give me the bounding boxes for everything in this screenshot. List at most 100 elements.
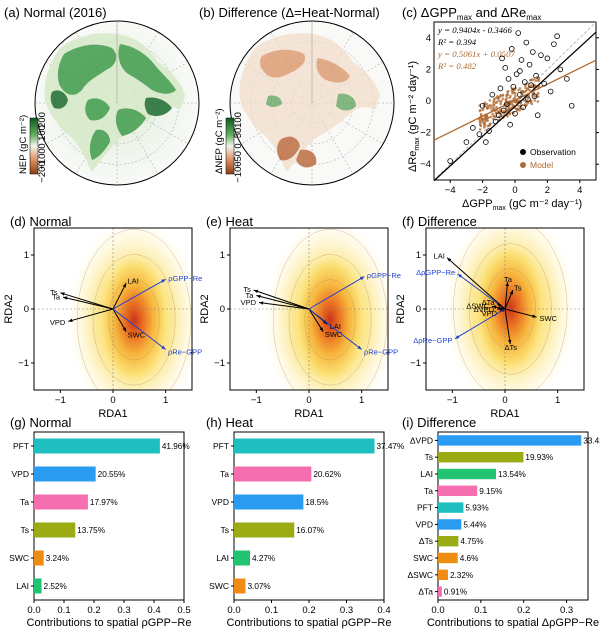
model-point	[491, 112, 494, 116]
bar	[438, 502, 464, 513]
vector-label: SWC	[128, 330, 146, 339]
observation-point	[530, 49, 536, 55]
bar	[438, 535, 459, 547]
y-axis-label: RDA2	[199, 294, 211, 323]
model-point	[495, 105, 498, 109]
panel-g-bars: 41.96% PFT 20.55% VPD 17.97% Ta 13.75% Ts 3.24% S…	[9, 431, 191, 629]
vector-arrowhead	[161, 279, 166, 283]
observation-point	[470, 125, 476, 131]
panel-h-title: (h) Heat	[206, 415, 253, 430]
observation-point	[517, 68, 523, 74]
model-point	[486, 124, 489, 128]
panel-d-title: (d) Normal	[10, 214, 72, 229]
vector-arrowhead	[359, 276, 365, 281]
vector-arrow	[454, 308, 506, 340]
model-point	[481, 120, 485, 124]
observation-point	[547, 88, 554, 95]
bar	[438, 569, 448, 581]
model-point	[494, 101, 498, 105]
panel-g-title: (g) Normal	[10, 415, 72, 430]
category-label: VPD	[416, 519, 433, 529]
model-point	[529, 101, 533, 104]
vector-arrowhead	[499, 308, 505, 312]
model-point	[517, 88, 520, 92]
bar-value-label: 3.24%	[46, 554, 69, 563]
model-point	[497, 98, 500, 102]
density-core	[96, 251, 172, 388]
bar-value-label: 13.54%	[498, 470, 526, 479]
x-tick-label: −1	[447, 395, 458, 406]
vector-arrow	[308, 276, 365, 310]
model-point	[512, 91, 516, 95]
vector-label: SWC	[540, 314, 558, 323]
x-tick-label: 0.4	[147, 605, 160, 616]
model-point	[526, 87, 529, 91]
observation-point	[526, 61, 533, 68]
category-label: VPD	[212, 497, 229, 507]
y-tick-label: 1	[416, 250, 421, 261]
bar	[34, 578, 42, 594]
model-point	[479, 123, 482, 127]
bar	[438, 519, 462, 530]
panel-i-bars: 33.43% ΔVPD 19.93% Ts 13.54% LAI 9.15% Ta 5.93% P…	[407, 431, 600, 629]
bar-value-label: 9.15%	[479, 487, 502, 496]
x-tick-label: 0	[306, 395, 311, 406]
model-point	[486, 119, 490, 122]
panel-c-model-equation: y = 0.5061x + 0.0507	[437, 49, 515, 59]
category-label: LAI	[16, 581, 29, 591]
model-point	[481, 108, 485, 112]
vector-label: Ts	[243, 285, 251, 294]
y-tick-label: −2	[420, 128, 431, 139]
observation-point	[517, 91, 523, 98]
observation-point	[508, 46, 515, 52]
panel-a-cbar-tick: 200	[37, 112, 48, 128]
panel-b-colorbar: ΔNEP (gC m⁻²) 100 50 0 −50 −100	[214, 108, 244, 182]
bar	[234, 522, 295, 538]
bar-value-label: 20.62%	[313, 470, 341, 479]
panel-c-obs-r2: R² = 0.394	[437, 37, 477, 47]
panel-e-title: (e) Heat	[206, 214, 253, 229]
vector-arrowhead	[505, 282, 509, 287]
observation-point	[492, 118, 499, 125]
observation-point	[502, 65, 509, 71]
observation-point	[515, 30, 522, 36]
x-axis-label: RDA1	[294, 408, 323, 420]
vector-label: Ts	[50, 288, 58, 297]
vector-label: Ts	[514, 283, 522, 292]
model-point	[478, 128, 482, 131]
observation-point	[486, 128, 492, 134]
observation-point	[551, 41, 557, 47]
x-tick-label: −1	[55, 395, 66, 406]
x-tick-label: 2	[545, 185, 550, 196]
panel-c-ylabel: ΔRemax (gC m⁻² day⁻¹)	[407, 61, 421, 172]
vector-label: ρGPP−Re	[367, 271, 401, 280]
observation-point	[534, 112, 541, 119]
category-label: Ts	[221, 525, 230, 535]
category-label: ΔVPD	[410, 435, 433, 445]
observation-point	[554, 33, 560, 40]
bar	[34, 466, 96, 482]
bar	[438, 435, 582, 446]
model-point	[506, 108, 510, 112]
density-core	[292, 251, 368, 388]
model-point	[499, 93, 503, 97]
model-point	[483, 123, 486, 126]
category-label: SWC	[413, 553, 433, 563]
observation-point	[533, 72, 539, 79]
bar-value-label: 20.55%	[98, 470, 126, 479]
y-tick-label: 2	[426, 64, 431, 75]
observation-point	[483, 139, 489, 145]
observation-point	[525, 96, 531, 103]
x-tick-label: 0	[502, 395, 507, 406]
panel-c-model-r2: R² = 0.482	[437, 61, 477, 71]
category-label: ΔTs	[419, 536, 433, 546]
model-point	[486, 116, 489, 120]
legend-model-label: Model	[530, 160, 553, 170]
category-label: Ts	[425, 452, 434, 462]
observation-point	[476, 131, 483, 137]
model-point	[506, 89, 510, 93]
vector-arrowhead	[122, 283, 127, 288]
model-point	[526, 98, 529, 102]
density-contour	[108, 279, 160, 361]
